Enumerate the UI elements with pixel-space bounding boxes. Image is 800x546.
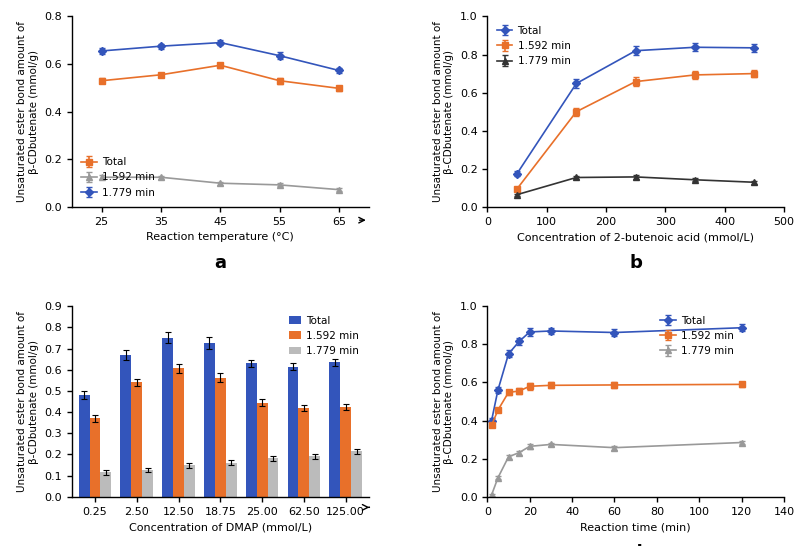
Text: c: c <box>215 544 226 546</box>
Bar <box>330 363 340 497</box>
Y-axis label: Unsaturated ester bond amount of
β-CDbutenate (mmol/g): Unsaturated ester bond amount of β-CDbut… <box>18 21 39 202</box>
Bar <box>142 470 153 497</box>
Bar <box>173 368 184 497</box>
Y-axis label: Unsaturated ester bond amount of
β-CDbutenate (mmol/g): Unsaturated ester bond amount of β-CDbut… <box>433 311 454 492</box>
Text: d: d <box>630 544 642 546</box>
Legend: Total, 1.592 min, 1.779 min: Total, 1.592 min, 1.779 min <box>78 153 159 202</box>
Bar <box>310 456 320 497</box>
X-axis label: Concentration of DMAP (mmol/L): Concentration of DMAP (mmol/L) <box>129 522 312 532</box>
Text: b: b <box>630 254 642 272</box>
Bar <box>162 337 173 497</box>
Legend: Total, 1.592 min, 1.779 min: Total, 1.592 min, 1.779 min <box>285 311 363 360</box>
Legend: Total, 1.592 min, 1.779 min: Total, 1.592 min, 1.779 min <box>656 311 738 360</box>
Bar <box>78 395 90 497</box>
Bar <box>184 465 195 497</box>
Bar <box>298 408 310 497</box>
Bar <box>204 343 215 497</box>
Bar <box>257 402 267 497</box>
Bar <box>215 378 226 497</box>
Bar <box>121 355 131 497</box>
X-axis label: Reaction time (min): Reaction time (min) <box>580 522 691 532</box>
Y-axis label: Unsaturated ester bond amount of
β-CDbutenate (mmol/g): Unsaturated ester bond amount of β-CDbut… <box>18 311 39 492</box>
Bar <box>246 364 257 497</box>
X-axis label: Concentration of 2-butenoic acid (mmol/L): Concentration of 2-butenoic acid (mmol/L… <box>517 233 754 242</box>
Text: a: a <box>214 254 226 272</box>
Bar <box>288 366 298 497</box>
Bar <box>351 452 362 497</box>
Bar <box>267 458 278 497</box>
Y-axis label: Unsaturated ester bond amount of
β-CDbutenate (mmol/g): Unsaturated ester bond amount of β-CDbut… <box>433 21 454 202</box>
X-axis label: Reaction temperature (°C): Reaction temperature (°C) <box>146 233 294 242</box>
Bar <box>340 407 351 497</box>
Legend: Total, 1.592 min, 1.779 min: Total, 1.592 min, 1.779 min <box>493 22 574 70</box>
Bar <box>101 472 111 497</box>
Bar <box>226 462 237 497</box>
Bar <box>90 418 101 497</box>
Bar <box>131 382 142 497</box>
